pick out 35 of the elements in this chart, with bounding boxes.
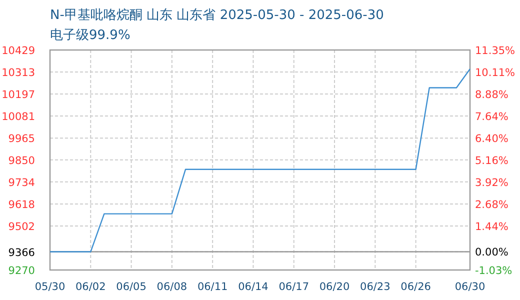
x-tick-label: 06/08 xyxy=(156,281,188,293)
y2-tick-label: 8.88% xyxy=(475,88,508,101)
y2-tick-label: 7.64% xyxy=(475,110,508,123)
y-tick-label: 9850 xyxy=(8,154,35,167)
y2-tick-label: -1.03% xyxy=(475,265,512,277)
x-tick-label: 06/14 xyxy=(238,281,269,293)
x-tick-label: 06/23 xyxy=(360,281,390,293)
y2-tick-label: 1.44% xyxy=(475,221,508,234)
subtitle: 电子级99.9% xyxy=(50,28,130,43)
x-tick-label: 06/26 xyxy=(400,281,432,293)
x-tick-label: 06/20 xyxy=(319,281,350,293)
y2-tick-label: 5.16% xyxy=(475,155,508,167)
x-tick-label: 06/17 xyxy=(278,281,310,293)
x-tick-label: 06/30 xyxy=(454,281,486,293)
y-tick-label: 10429 xyxy=(2,45,35,57)
y-tick-label: 10313 xyxy=(2,67,35,80)
y-tick-label: 9502 xyxy=(8,220,35,233)
title: N-甲基吡咯烷酮 山东 山东省 2025-05-30 - 2025-06-30 xyxy=(50,8,384,23)
y2-tick-label: 11.35% xyxy=(475,45,516,57)
y-tick-label: 9270 xyxy=(8,265,35,277)
y-tick-label: 9618 xyxy=(8,198,35,211)
y2-tick-label: 2.68% xyxy=(475,199,508,212)
x-tick-label: 06/11 xyxy=(197,281,228,293)
x-tick-label: 05/30 xyxy=(34,281,66,293)
x-tick-label: 06/02 xyxy=(76,281,106,293)
y-tick-label: 9366 xyxy=(8,246,36,259)
y2-tick-label: 6.40% xyxy=(475,132,508,145)
y-tick-label: 10197 xyxy=(2,89,35,102)
y2-tick-label: 10.11% xyxy=(475,67,516,80)
y2-tick-label: 3.92% xyxy=(475,177,508,190)
y-tick-label: 9734 xyxy=(8,176,36,189)
y-tick-label: 10081 xyxy=(2,111,35,124)
y-tick-label: 9965 xyxy=(8,133,35,146)
x-tick-label: 06/05 xyxy=(116,281,146,293)
y2-tick-label: 0.00% xyxy=(475,246,508,259)
